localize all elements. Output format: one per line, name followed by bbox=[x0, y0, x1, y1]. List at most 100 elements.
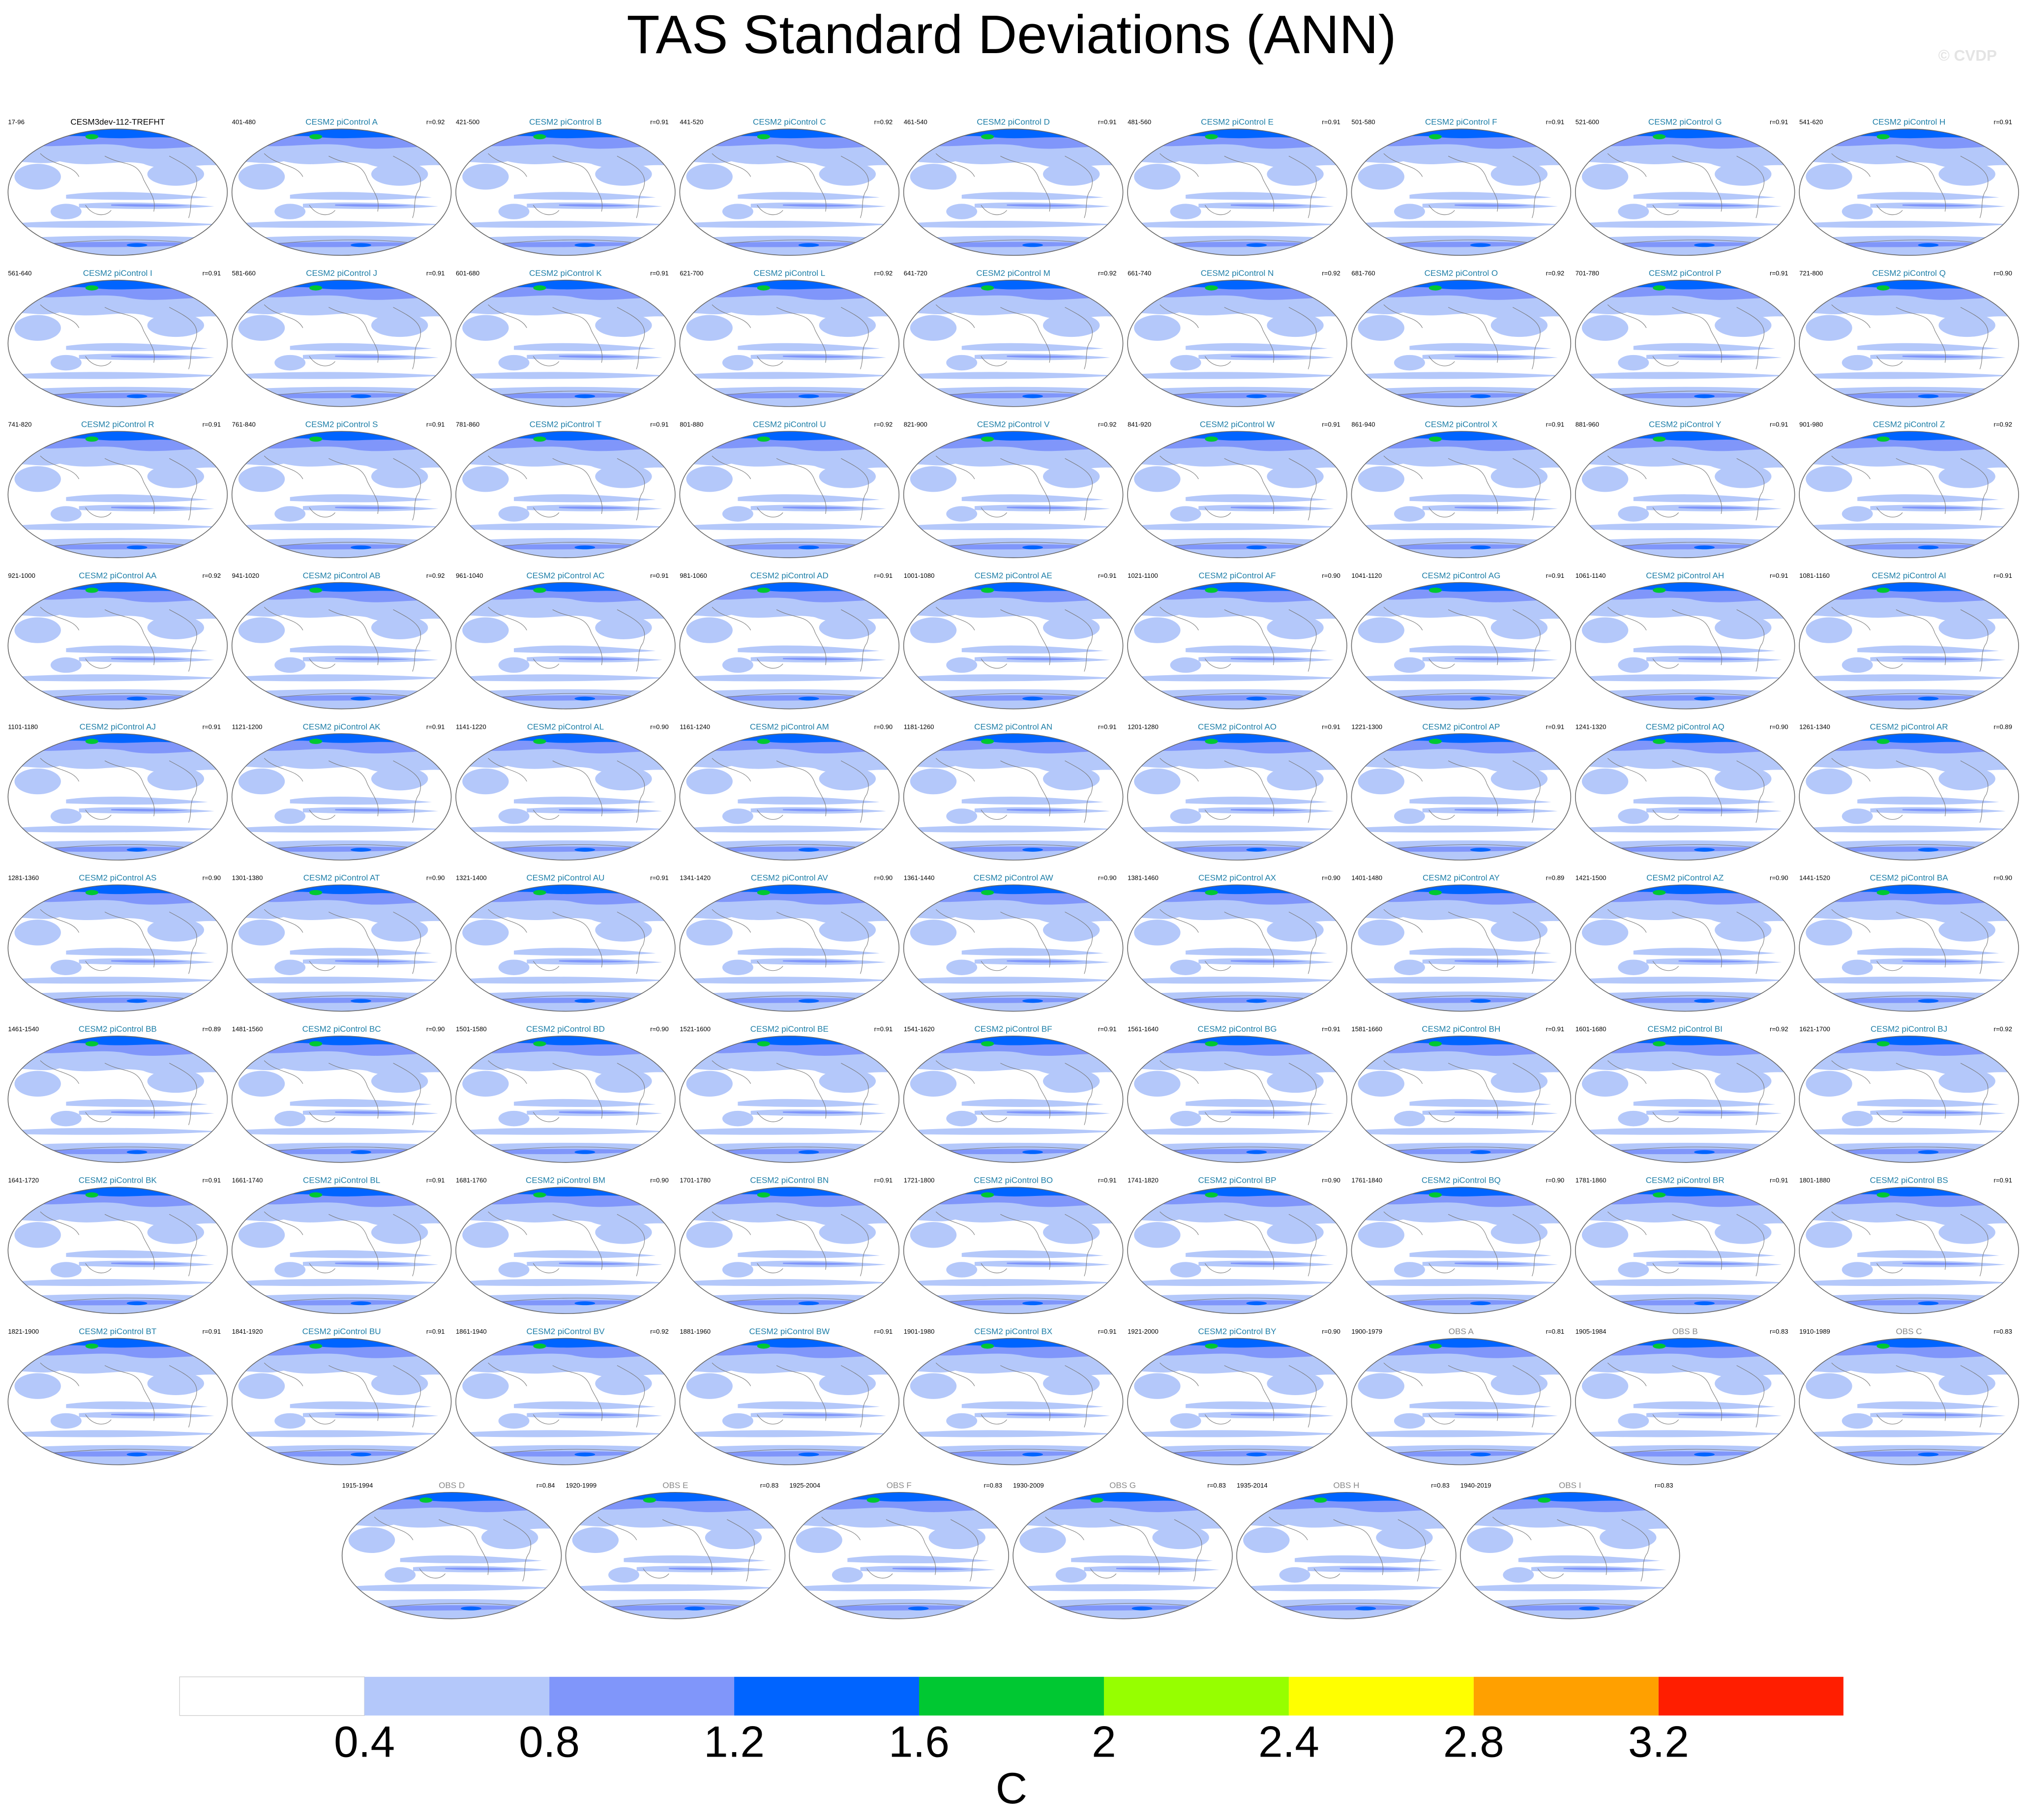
panel-title: CESM2 piControl T bbox=[530, 420, 602, 429]
map bbox=[1351, 885, 1571, 1011]
panel-correlation: r=0.89 bbox=[203, 1025, 221, 1033]
panel-period: 901-980 bbox=[1799, 420, 1823, 428]
map bbox=[904, 583, 1123, 709]
panel-period: 1301-1380 bbox=[232, 874, 263, 882]
map bbox=[1128, 583, 1347, 709]
panel-correlation: r=0.84 bbox=[536, 1482, 555, 1489]
panel-period: 1321-1400 bbox=[456, 874, 487, 882]
panel-period: 1741-1820 bbox=[1128, 1177, 1159, 1184]
map bbox=[904, 129, 1123, 255]
map bbox=[1576, 280, 1795, 407]
panel-period: 1181-1260 bbox=[904, 723, 934, 730]
panel-period: 1601-1680 bbox=[1576, 1025, 1606, 1033]
panel-title: CESM2 piControl AF bbox=[1198, 571, 1276, 580]
panel-correlation: r=0.90 bbox=[426, 1025, 445, 1033]
panel-correlation: r=0.90 bbox=[1098, 874, 1117, 882]
panel-title: CESM2 piControl Z bbox=[1873, 420, 1945, 429]
panel-period: 1935-2014 bbox=[1237, 1482, 1268, 1489]
map bbox=[232, 129, 451, 255]
panel-title: CESM2 piControl AC bbox=[526, 571, 604, 580]
panel-title: CESM2 piControl AU bbox=[526, 873, 604, 883]
map bbox=[680, 431, 899, 558]
map bbox=[8, 1187, 227, 1313]
map bbox=[904, 280, 1123, 407]
map bbox=[1128, 280, 1347, 407]
panel-title: CESM2 piControl AN bbox=[974, 722, 1052, 731]
panel-correlation: r=0.90 bbox=[1993, 269, 2012, 277]
panel-correlation: r=0.91 bbox=[874, 1025, 893, 1033]
panel-period: 1501-1580 bbox=[456, 1025, 487, 1033]
panel-title: CESM2 piControl AT bbox=[303, 873, 380, 883]
panel-correlation: r=0.91 bbox=[1993, 572, 2012, 579]
panel-correlation: r=0.91 bbox=[1546, 723, 1565, 730]
panel-title: CESM2 piControl AV bbox=[751, 873, 828, 883]
panel-title: OBS D bbox=[439, 1481, 465, 1490]
panel-correlation: r=0.83 bbox=[984, 1482, 1003, 1489]
panel-period: 1381-1460 bbox=[1128, 874, 1159, 882]
panel-title: CESM2 piControl AM bbox=[750, 722, 829, 731]
panel-correlation: r=0.90 bbox=[650, 1025, 669, 1033]
panel-title: CESM2 piControl K bbox=[529, 269, 602, 278]
panel-title: CESM2 piControl AE bbox=[975, 571, 1052, 580]
panel-correlation: r=0.90 bbox=[1322, 1328, 1340, 1335]
panel-title: CESM2 piControl AG bbox=[1422, 571, 1500, 580]
colorbar-tick-label: 2 bbox=[1092, 1717, 1116, 1766]
map bbox=[904, 1187, 1123, 1313]
panel-title: OBS C bbox=[1896, 1327, 1922, 1336]
panel-correlation: r=0.92 bbox=[1098, 269, 1117, 277]
map bbox=[232, 1036, 451, 1163]
panel-title: CESM2 piControl AW bbox=[974, 873, 1054, 883]
panel-title: CESM2 piControl H bbox=[1873, 118, 1946, 127]
panel-correlation: r=0.83 bbox=[1993, 1328, 2012, 1335]
panel-title: CESM2 piControl V bbox=[977, 420, 1050, 429]
map bbox=[232, 885, 451, 1011]
panel-period: 761-840 bbox=[232, 420, 256, 428]
map bbox=[232, 1339, 451, 1465]
panel-period: 1421-1500 bbox=[1576, 874, 1606, 882]
map bbox=[904, 431, 1123, 558]
panel-correlation: r=0.89 bbox=[1546, 874, 1565, 882]
map bbox=[456, 1187, 675, 1313]
map bbox=[342, 1492, 562, 1619]
panel-title: OBS B bbox=[1672, 1327, 1698, 1336]
panel-correlation: r=0.91 bbox=[650, 874, 669, 882]
panel-period: 601-680 bbox=[456, 269, 479, 277]
map bbox=[1576, 885, 1795, 1011]
panel-title: CESM2 piControl AQ bbox=[1646, 722, 1725, 731]
colorbar-box bbox=[1658, 1676, 1844, 1716]
map bbox=[8, 1339, 227, 1465]
panel-correlation: r=0.83 bbox=[760, 1482, 779, 1489]
panel-period: 1001-1080 bbox=[904, 572, 935, 579]
panel-title: CESM2 piControl S bbox=[305, 420, 378, 429]
panel-title: CESM2 piControl BU bbox=[302, 1327, 381, 1336]
map bbox=[904, 734, 1123, 860]
panel-correlation: r=0.92 bbox=[203, 572, 221, 579]
panel-correlation: r=0.81 bbox=[1546, 1328, 1565, 1335]
panel-period: 1930-2009 bbox=[1013, 1482, 1044, 1489]
panel-title: CESM2 piControl L bbox=[753, 269, 825, 278]
panel-period: 1881-1960 bbox=[680, 1328, 711, 1335]
panel-title: CESM2 piControl BT bbox=[79, 1327, 157, 1336]
panel-title: CESM2 piControl BW bbox=[749, 1327, 830, 1336]
panel-correlation: r=0.90 bbox=[650, 723, 669, 730]
panel-period: 1261-1340 bbox=[1799, 723, 1830, 730]
panel-period: 801-880 bbox=[680, 420, 703, 428]
panel-period: 501-580 bbox=[1351, 119, 1375, 126]
panel-title: CESM2 piControl BL bbox=[303, 1176, 380, 1185]
map bbox=[1799, 1339, 2019, 1465]
panel-period: 1681-1760 bbox=[456, 1177, 487, 1184]
panel-period: 981-1060 bbox=[680, 572, 707, 579]
panel-correlation: r=0.91 bbox=[426, 269, 445, 277]
panel-correlation: r=0.91 bbox=[874, 1177, 893, 1184]
map bbox=[456, 280, 675, 407]
panel-title: OBS I bbox=[1559, 1481, 1581, 1490]
map bbox=[232, 734, 451, 860]
colorbar-label: C bbox=[996, 1763, 1027, 1813]
panel-period: 1905-1984 bbox=[1576, 1328, 1606, 1335]
panel-title: CESM2 piControl BA bbox=[1870, 873, 1949, 883]
map bbox=[1128, 1036, 1347, 1163]
map bbox=[456, 885, 675, 1011]
map bbox=[904, 1339, 1123, 1465]
map bbox=[1351, 431, 1571, 558]
panel-title: CESM2 piControl B bbox=[529, 118, 602, 127]
